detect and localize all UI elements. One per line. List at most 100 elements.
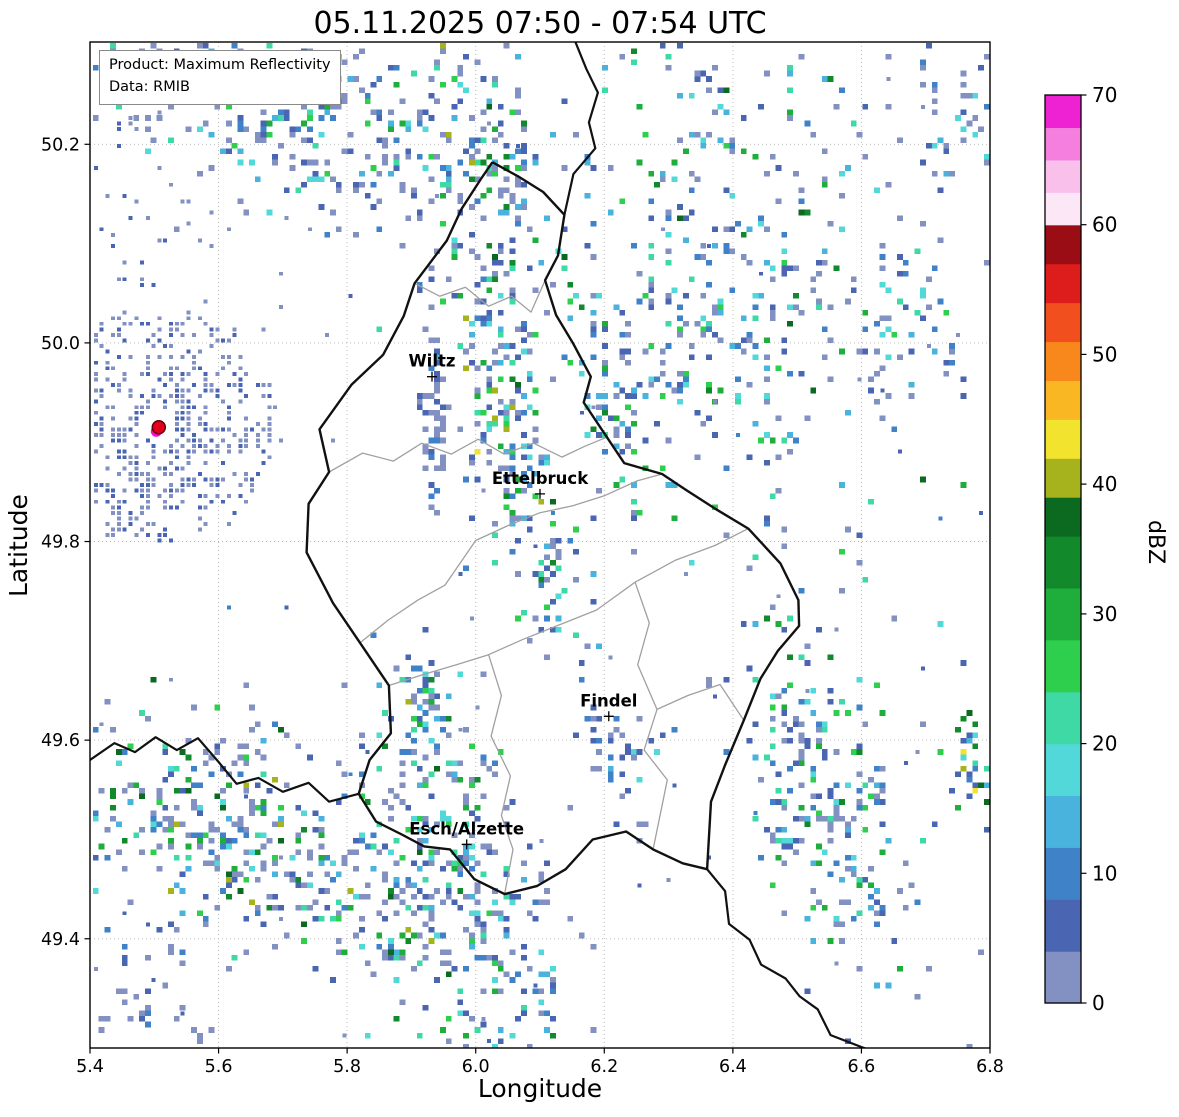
- echo-pixel: [174, 488, 179, 493]
- echo-pixel: [758, 220, 764, 227]
- echo-pixel: [122, 427, 127, 432]
- echo-pixel: [295, 187, 302, 194]
- echo-pixel: [307, 109, 313, 116]
- echo-pixel: [260, 865, 267, 872]
- echo-pixel: [139, 788, 145, 794]
- echo-pixel: [399, 954, 406, 961]
- echo-pixel: [810, 710, 817, 716]
- echo-pixel: [214, 749, 221, 755]
- echo-pixel: [787, 320, 793, 327]
- echo-pixel: [532, 471, 539, 477]
- echo-pixel: [451, 899, 458, 905]
- echo-pixel: [156, 865, 163, 872]
- echo-pixel: [434, 98, 440, 105]
- echo-pixel: [186, 371, 191, 376]
- echo-pixel: [180, 477, 185, 482]
- echo-pixel: [960, 765, 967, 772]
- echo-pixel: [174, 327, 179, 332]
- echo-pixel: [526, 515, 533, 522]
- echo-pixel: [983, 54, 990, 60]
- echo-pixel: [805, 688, 810, 693]
- echo-pixel: [966, 120, 973, 127]
- echo-pixel: [168, 137, 174, 143]
- echo-pixel: [192, 438, 197, 443]
- echo-pixel: [868, 793, 874, 800]
- echo-pixel: [740, 254, 747, 260]
- echo-pixel: [145, 472, 150, 476]
- echo-pixel: [960, 376, 967, 383]
- echo-pixel: [318, 888, 325, 894]
- echo-pixel: [475, 705, 480, 710]
- echo-pixel: [191, 765, 197, 772]
- echo-pixel: [469, 854, 475, 861]
- echo-pixel: [764, 615, 770, 622]
- echo-pixel: [260, 131, 267, 138]
- echo-pixel: [116, 749, 122, 755]
- echo-pixel: [208, 827, 215, 833]
- echo-pixel: [856, 804, 863, 811]
- echo-pixel: [862, 326, 869, 333]
- echo-pixel: [804, 743, 811, 750]
- echo-pixel: [816, 626, 822, 633]
- echo-pixel: [538, 949, 545, 955]
- echo-pixel: [891, 332, 898, 338]
- echo-pixel: [509, 259, 516, 266]
- echo-pixel: [93, 338, 98, 343]
- echo-pixel: [735, 398, 741, 405]
- echo-pixel: [850, 287, 857, 294]
- echo-pixel: [416, 398, 423, 405]
- echo-pixel: [231, 871, 238, 878]
- echo-pixel: [301, 810, 307, 816]
- echo-pixel: [295, 849, 302, 855]
- echo-pixel: [353, 865, 359, 872]
- district-borders: [328, 280, 749, 895]
- district-border-line: [656, 683, 745, 721]
- echo-pixel: [538, 988, 545, 994]
- echo-pixel: [434, 849, 440, 855]
- echo-pixel: [249, 899, 255, 905]
- echo-pixel: [694, 454, 701, 460]
- echo-pixel: [318, 832, 325, 839]
- echo-pixel: [983, 765, 990, 772]
- echo-pixel: [931, 821, 938, 828]
- echo-pixel: [370, 181, 377, 188]
- echo-pixel: [105, 349, 110, 354]
- echo-pixel: [515, 971, 521, 978]
- echo-pixel: [509, 293, 516, 299]
- echo-pixel: [793, 265, 799, 271]
- national-border-line: [563, 42, 599, 216]
- echo-pixel: [798, 721, 805, 727]
- echo-pixel: [521, 454, 527, 460]
- echo-pixel: [191, 704, 197, 711]
- echo-pixel: [602, 393, 608, 399]
- echo-pixel: [134, 444, 139, 449]
- echo-pixel: [526, 332, 533, 338]
- echo-pixel: [856, 788, 863, 794]
- echo-pixel: [521, 143, 527, 149]
- echo-pixel: [729, 137, 736, 143]
- echo-pixel: [706, 415, 712, 422]
- echo-pixel: [781, 838, 788, 844]
- echo-pixel: [839, 482, 845, 488]
- echo-pixel: [186, 483, 191, 487]
- echo-pixel: [382, 871, 388, 878]
- echo-pixel: [659, 176, 666, 182]
- echo-pixel: [168, 821, 174, 828]
- echo-pixel: [798, 587, 805, 594]
- echo-pixel: [422, 448, 429, 455]
- echo-pixel: [960, 660, 967, 666]
- echo-pixel: [168, 771, 174, 777]
- colorbar-tick-label: 10: [1092, 861, 1117, 885]
- echo-pixel: [151, 978, 156, 982]
- echo-pixel: [509, 109, 516, 116]
- echo-pixel: [134, 433, 139, 437]
- echo-pixel: [607, 415, 614, 422]
- echo-pixel: [122, 371, 127, 376]
- echo-pixel: [445, 949, 452, 955]
- echo-pixel: [503, 187, 510, 194]
- echo-pixel: [116, 327, 121, 332]
- echo-pixel: [428, 676, 435, 683]
- echo-pixel: [122, 911, 127, 916]
- echo-pixel: [613, 393, 620, 399]
